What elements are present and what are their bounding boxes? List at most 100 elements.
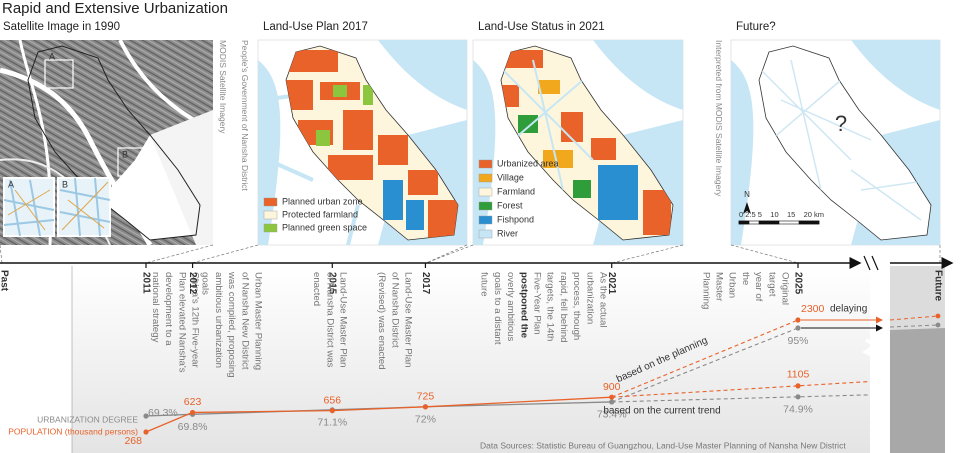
future-trend [889,315,939,321]
future-dot [935,322,941,328]
event-text: Urban [727,272,738,298]
value-label: 268 [124,435,142,447]
map-future: ? N 0 2.5 5 10 15 20 km [730,39,941,246]
panel-title: Land-Use Plan 2017 [263,21,368,33]
series-point [143,413,149,419]
legend-label: Planned urban zone [282,196,363,206]
panel-note: MODIS Satellite Imagery [218,40,228,134]
event-text: of Nansha District was [324,272,335,368]
event-text: goals [200,272,211,295]
legend-label: Fishpond [497,214,534,224]
map-status [472,39,684,246]
timeline-year: 2011 [140,272,151,294]
axis-break [863,255,879,271]
legend-label: Village [497,172,524,182]
north-label: N [744,190,750,199]
event-text: Planning [700,272,711,309]
legend-swatch [263,223,278,233]
event-text: target [766,272,777,297]
event-text: Plan elevated Nansha's [176,272,187,373]
projection-label: 2300 [801,303,825,315]
panel-title: Future? [736,21,776,33]
projection-point [795,325,801,331]
future-trend [889,324,939,328]
event-text: ambitious urbanization [213,272,224,368]
inset-box-label: A [49,51,55,61]
timeline-end: Future [932,270,943,302]
map-plan [257,39,468,246]
legend-swatch [478,173,493,183]
value-label: 656 [324,394,342,406]
legend-swatch [478,201,493,211]
projection-point [795,317,801,323]
projection-caption: based on the current trend [603,406,720,417]
legend-swatch [478,215,493,225]
value-label: 73.4% [597,409,627,421]
projection-line [611,319,799,398]
projection-label: 95% [787,335,808,347]
event-text: of Nansha New District [239,272,250,370]
value-label: 725 [417,391,435,403]
event-text: Land-Use Master Plan [337,272,348,367]
unknown-mark: ? [835,111,847,136]
event-text: Land-Use Master Plan [402,272,413,367]
period-shade [72,266,870,453]
legend-swatch [263,197,278,207]
projection-point [795,383,801,389]
event-text: year of [753,272,764,302]
value-label: 623 [184,396,202,408]
future-dot [935,313,941,319]
panel-note: People's Government of Nansha District [240,40,250,192]
event-text: China's 12th Five-year [189,272,200,368]
legend-label: Urbanized area [497,158,559,168]
timeline-year: 2021 [606,272,617,295]
inset-box-label: B [122,149,128,159]
projection-line [611,327,799,403]
timeline-year: 2015 [327,272,338,295]
event-text: (Revised) was enacted [376,272,387,370]
legend-swatch [478,229,493,239]
scale-label: 0 2.5 5 10 15 20 km [739,210,824,219]
series-point [329,408,335,414]
event-text: urbanization [584,272,595,324]
timeline-start: Past [0,270,9,292]
map-satellite: A B A B [0,39,214,247]
timeline-year: 2012 [187,272,198,295]
event-text: postponed the [518,272,529,338]
panel-note: Interpreted from MODIS Satellite Imagery [714,40,724,197]
series-point [422,404,429,410]
event-text: rapid, fell behind [558,272,569,342]
event-text: goals to a distant [492,272,503,345]
event-text: overly ambitious [505,272,516,342]
legend-swatch [478,187,493,197]
legend-label: Protected farmland [282,209,358,219]
projection-note: delaying [830,304,867,315]
event-text: enacted [311,272,322,306]
future-shade-dark [890,328,945,453]
legend-swatch [263,210,278,220]
event-text: process, though [571,272,582,340]
event-text: national strategy [150,272,161,343]
legend-label: Planned green space [282,222,367,232]
legend-label: Forest [497,200,523,210]
inset-label: A [8,179,14,189]
timeline-year: 2017 [420,272,431,295]
legend-label: Farmland [497,186,535,196]
projection-point [795,394,801,400]
projection-line [611,394,871,403]
projection-label: 74.9% [783,404,813,416]
value-label: 69.8% [178,421,208,433]
event-text: Original [779,272,790,305]
event-text: the [740,272,751,285]
inset-label: B [62,179,68,189]
legend-label: River [497,228,518,238]
event-text: Five-Year Plan [531,272,542,335]
projection-label: 1105 [787,369,810,381]
connectors [0,244,941,264]
legend-label: URBANIZATION DEGREE [37,414,138,424]
event-text: As the actual [597,272,608,327]
source-note: Data Sources: Statistic Bureau of Guangz… [480,440,846,450]
event-text: future [479,272,490,297]
